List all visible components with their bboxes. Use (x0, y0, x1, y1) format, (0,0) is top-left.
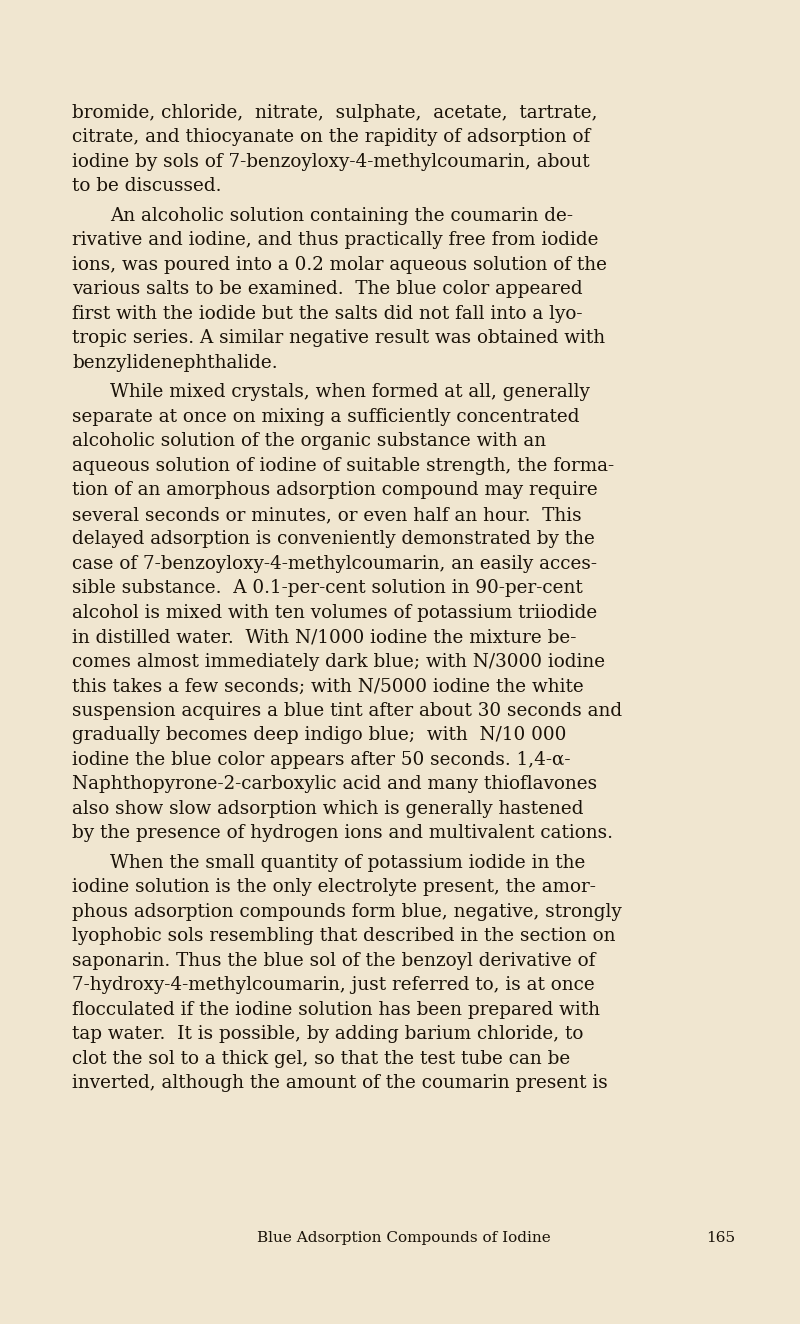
Text: While mixed crystals, when formed at all, generally: While mixed crystals, when formed at all… (110, 384, 590, 401)
Text: in distilled water.  With N/1000 iodine the mixture be-: in distilled water. With N/1000 iodine t… (72, 629, 576, 646)
Text: rivative and iodine, and thus practically free from iodide: rivative and iodine, and thus practicall… (72, 232, 598, 249)
Text: sible substance.  A 0.1-per-cent solution in 90-per-cent: sible substance. A 0.1-per-cent solution… (72, 580, 582, 597)
Text: by the presence of hydrogen ions and multivalent cations.: by the presence of hydrogen ions and mul… (72, 825, 613, 842)
Text: tropic series. A similar negative result was obtained with: tropic series. A similar negative result… (72, 330, 605, 347)
Text: alcohol is mixed with ten volumes of potassium triiodide: alcohol is mixed with ten volumes of pot… (72, 604, 598, 622)
Text: 7-hydroxy-4-methylcoumarin, just referred to, is at once: 7-hydroxy-4-methylcoumarin, just referre… (72, 977, 594, 994)
Text: citrate, and thiocyanate on the rapidity of adsorption of: citrate, and thiocyanate on the rapidity… (72, 128, 590, 147)
Text: ions, was poured into a 0.2 molar aqueous solution of the: ions, was poured into a 0.2 molar aqueou… (72, 256, 607, 274)
Text: inverted, although the amount of the coumarin present is: inverted, although the amount of the cou… (72, 1075, 608, 1092)
Text: saponarin. Thus the blue sol of the benzoyl derivative of: saponarin. Thus the blue sol of the benz… (72, 952, 595, 970)
Text: case of 7-benzoyloxy-4-methylcoumarin, an easily acces-: case of 7-benzoyloxy-4-methylcoumarin, a… (72, 555, 597, 573)
Text: alcoholic solution of the organic substance with an: alcoholic solution of the organic substa… (72, 433, 546, 450)
Text: flocculated if the iodine solution has been prepared with: flocculated if the iodine solution has b… (72, 1001, 600, 1019)
Text: Naphthopyrone-2-carboxylic acid and many thioflavones: Naphthopyrone-2-carboxylic acid and many… (72, 776, 597, 793)
Text: 165: 165 (706, 1231, 735, 1245)
Text: delayed adsorption is conveniently demonstrated by the: delayed adsorption is conveniently demon… (72, 531, 595, 548)
Text: several seconds or minutes, or even half an hour.  This: several seconds or minutes, or even half… (72, 506, 582, 524)
Text: iodine the blue color appears after 50 seconds. 1,4-α-: iodine the blue color appears after 50 s… (72, 751, 570, 769)
Text: first with the iodide but the salts did not fall into a lyo-: first with the iodide but the salts did … (72, 305, 582, 323)
Text: also show slow adsorption which is generally hastened: also show slow adsorption which is gener… (72, 800, 583, 818)
Text: tion of an amorphous adsorption compound may require: tion of an amorphous adsorption compound… (72, 482, 598, 499)
Text: to be discussed.: to be discussed. (72, 177, 222, 196)
Text: comes almost immediately dark blue; with N/3000 iodine: comes almost immediately dark blue; with… (72, 653, 605, 671)
Text: separate at once on mixing a sufficiently concentrated: separate at once on mixing a sufficientl… (72, 408, 579, 426)
Text: phous adsorption compounds form blue, negative, strongly: phous adsorption compounds form blue, ne… (72, 903, 622, 922)
Text: this takes a few seconds; with N/5000 iodine the white: this takes a few seconds; with N/5000 io… (72, 678, 584, 695)
Text: iodine solution is the only electrolyte present, the amor-: iodine solution is the only electrolyte … (72, 879, 596, 896)
Text: clot the sol to a thick gel, so that the test tube can be: clot the sol to a thick gel, so that the… (72, 1050, 570, 1068)
Text: lyophobic sols resembling that described in the section on: lyophobic sols resembling that described… (72, 928, 615, 945)
Text: tap water.  It is possible, by adding barium chloride, to: tap water. It is possible, by adding bar… (72, 1026, 583, 1043)
Text: An alcoholic solution containing the coumarin de-: An alcoholic solution containing the cou… (110, 207, 573, 225)
Text: suspension acquires a blue tint after about 30 seconds and: suspension acquires a blue tint after ab… (72, 702, 622, 720)
Text: iodine by sols of 7-benzoyloxy-4-methylcoumarin, about: iodine by sols of 7-benzoyloxy-4-methylc… (72, 154, 590, 171)
Text: various salts to be examined.  The blue color appeared: various salts to be examined. The blue c… (72, 281, 582, 298)
Text: Blue Adsorption Compounds of Iodine: Blue Adsorption Compounds of Iodine (257, 1231, 550, 1245)
Text: gradually becomes deep indigo blue;  with  N/10 000: gradually becomes deep indigo blue; with… (72, 727, 566, 744)
Text: aqueous solution of iodine of suitable strength, the forma-: aqueous solution of iodine of suitable s… (72, 457, 614, 475)
Text: benzylidenephthalide.: benzylidenephthalide. (72, 354, 278, 372)
Text: bromide, chloride,  nitrate,  sulphate,  acetate,  tartrate,: bromide, chloride, nitrate, sulphate, ac… (72, 105, 598, 122)
Text: When the small quantity of potassium iodide in the: When the small quantity of potassium iod… (110, 854, 586, 873)
